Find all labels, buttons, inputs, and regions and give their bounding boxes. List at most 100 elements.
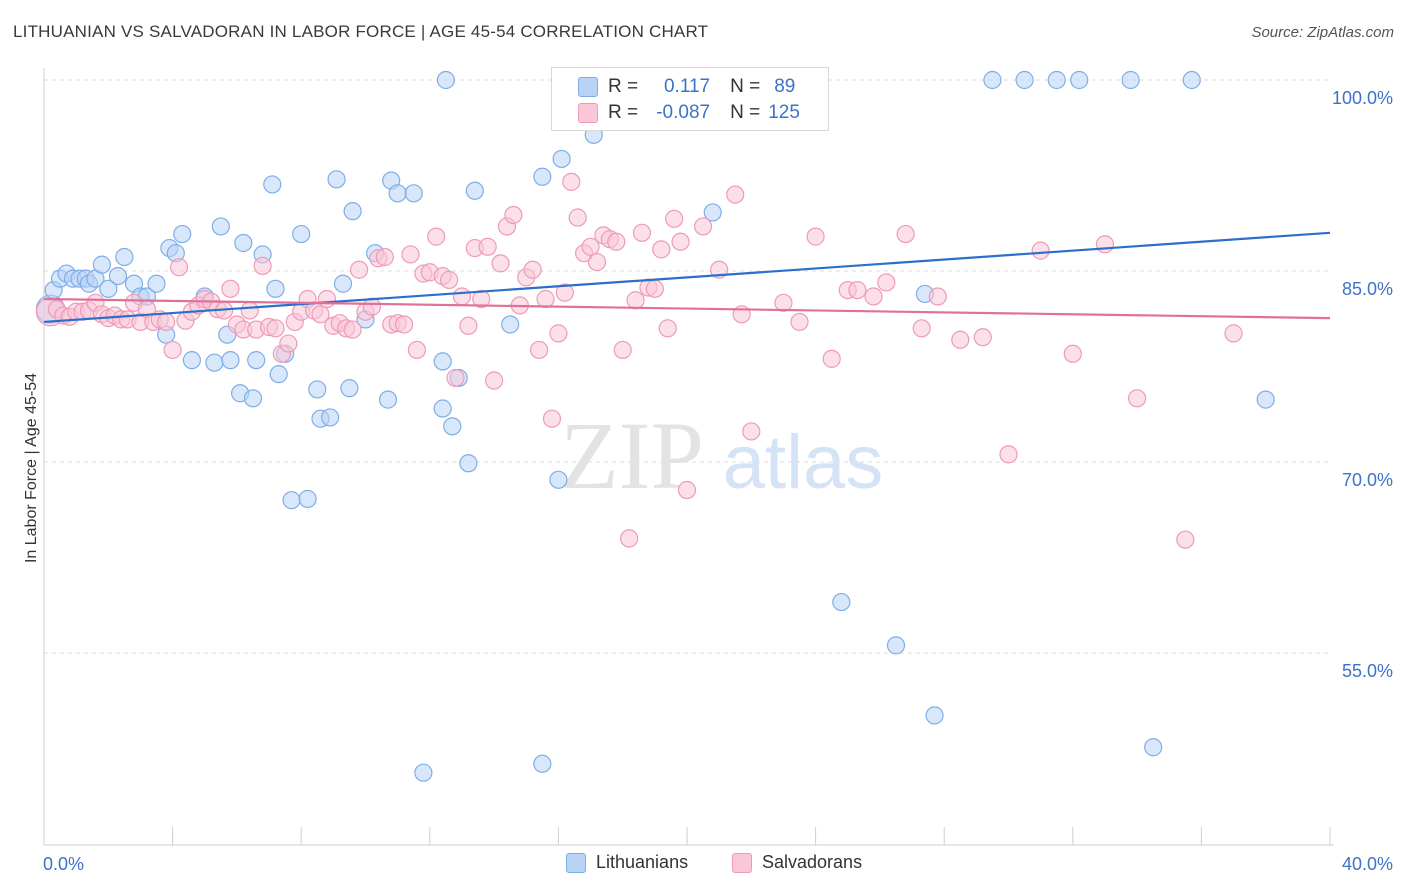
lithuanian-point xyxy=(292,224,311,244)
lithuanian-point xyxy=(298,489,317,509)
salvadoran-point xyxy=(581,237,600,256)
y-tick-label: 55.0% xyxy=(1342,661,1393,681)
salvadoran-point xyxy=(427,227,446,246)
lithuanian-point xyxy=(115,247,134,267)
x-tick-label-max: 40.0% xyxy=(1342,854,1393,874)
salvadoran-point xyxy=(568,208,587,227)
salvadoran-point xyxy=(279,334,298,353)
lithuanian-point xyxy=(327,170,346,189)
lithuanian-point xyxy=(211,217,230,236)
lithuanian-point xyxy=(243,389,263,408)
lithuanian-point xyxy=(533,167,552,186)
lithuanian-point xyxy=(182,351,201,370)
salvadoran-point xyxy=(658,319,677,338)
salvadoran-point xyxy=(221,279,240,298)
lithuanian-point xyxy=(147,274,166,293)
legend-row-lithuanians: R = 0.117 N = 89 xyxy=(578,75,795,99)
chart-title: LITHUANIAN VS SALVADORAN IN LABOR FORCE … xyxy=(13,22,709,41)
salvadoran-point xyxy=(645,279,664,298)
salvadoran-point xyxy=(726,185,745,204)
salvadoran-point xyxy=(478,237,497,256)
y-tick-label: 100.0% xyxy=(1332,88,1393,108)
salvadoran-point xyxy=(632,223,652,242)
legend-swatch-pink xyxy=(578,103,598,123)
salvadoran-point xyxy=(562,172,581,191)
lithuanian-point xyxy=(263,175,282,194)
legend-swatch-pink xyxy=(732,852,752,873)
salvadoran-point xyxy=(607,232,626,251)
salvadoran-point xyxy=(530,340,549,360)
salvadoran-point xyxy=(472,289,491,309)
lithuanian-point xyxy=(340,379,359,398)
lithuanian-point xyxy=(173,224,192,244)
legend-r-value: 0.117 xyxy=(663,76,711,97)
salvadoran-point xyxy=(587,252,607,272)
salvadoran-point xyxy=(626,291,645,310)
lithuanian-point xyxy=(533,754,552,773)
salvadorans-points xyxy=(35,172,1243,549)
lithuanian-point xyxy=(108,266,128,286)
legend-swatch-blue xyxy=(578,77,598,97)
legend-r-value: -0.087 xyxy=(656,102,711,123)
legend-r-label: R = xyxy=(608,102,639,123)
salvadoran-point xyxy=(452,287,472,306)
watermark: ZIP atlas xyxy=(560,402,883,509)
trend-lines xyxy=(43,231,1331,324)
salvadoran-point xyxy=(877,273,896,292)
series-legend: Lithuanians Salvadorans xyxy=(0,852,1406,876)
lithuanian-point xyxy=(1144,738,1163,757)
legend-item-salvadorans[interactable]: Salvadorans xyxy=(732,852,862,873)
lithuanian-point xyxy=(404,184,423,203)
salvadoran-point xyxy=(549,324,568,343)
legend-swatch-blue xyxy=(566,852,586,873)
tick-labels: 55.0% 70.0% 85.0% 100.0% 0.0% 40.0% xyxy=(43,88,1393,874)
lithuanian-point xyxy=(983,70,1002,90)
lithuanian-point xyxy=(234,233,253,253)
legend-n-value: 89 xyxy=(774,76,796,97)
legend-label-lithuanians: Lithuanians xyxy=(596,852,689,872)
lithuanian-point xyxy=(1182,70,1201,90)
salvadoran-point xyxy=(163,340,182,360)
salvadoran-point xyxy=(822,349,841,368)
salvadoran-point xyxy=(665,209,684,228)
lithuanian-point xyxy=(343,202,362,221)
salvadoran-point xyxy=(555,283,574,302)
salvadoran-point xyxy=(774,293,793,312)
legend-item-lithuanians[interactable]: Lithuanians xyxy=(566,852,688,873)
salvadoran-point xyxy=(311,305,330,324)
salvadoran-point xyxy=(459,316,478,335)
salvadoran-point xyxy=(951,330,970,349)
lithuanian-point xyxy=(266,279,285,298)
salvadoran-point xyxy=(439,270,459,290)
lithuanian-point xyxy=(886,636,906,655)
lithuanian-point xyxy=(269,365,288,384)
lithuanian-point xyxy=(388,184,407,203)
lithuanian-point xyxy=(433,352,452,371)
lithuanian-point xyxy=(99,279,118,298)
lithuanian-point xyxy=(501,315,520,334)
salvadoran-trend-line xyxy=(43,297,1331,320)
lithuanian-point xyxy=(1047,70,1066,90)
axes xyxy=(43,68,1334,846)
salvadoran-point xyxy=(266,319,285,338)
salvadoran-point xyxy=(485,371,504,390)
legend-row-salvadorans: R = -0.087 N = 125 xyxy=(578,101,800,125)
lithuanian-point xyxy=(703,203,722,222)
lithuanian-point xyxy=(321,408,340,427)
y-tick-label: 85.0% xyxy=(1342,279,1393,299)
lithuanian-point xyxy=(414,763,433,782)
legend-n-value: 125 xyxy=(768,102,800,123)
salvadoran-point xyxy=(652,240,671,259)
salvadoran-point xyxy=(317,289,337,309)
lithuanian-point xyxy=(1070,70,1089,90)
stats-legend: R = 0.117 N = 89 R = -0.087 N = 125 xyxy=(551,67,829,131)
lithuanian-point xyxy=(247,351,266,370)
lithuanian-point xyxy=(1256,390,1275,409)
legend-n-label: N = xyxy=(730,102,761,123)
salvadoran-point xyxy=(491,254,510,273)
salvadoran-point xyxy=(446,368,465,388)
salvadoran-point xyxy=(806,227,825,246)
salvadoran-point xyxy=(693,217,713,236)
salvadoran-point xyxy=(1031,241,1050,260)
legend-label-salvadorans: Salvadorans xyxy=(762,852,863,872)
